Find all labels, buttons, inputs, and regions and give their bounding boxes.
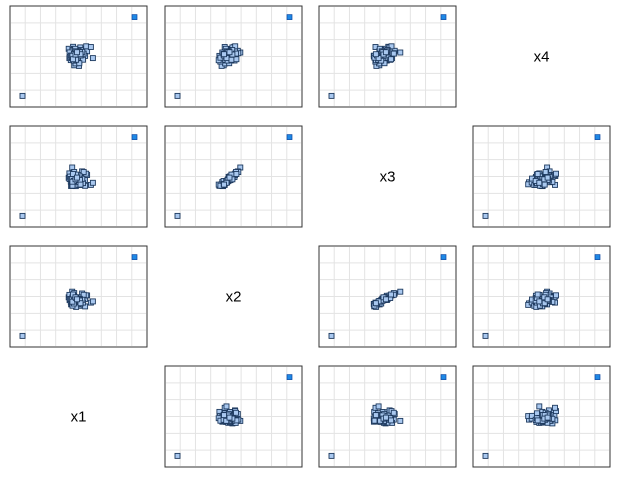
data-point xyxy=(388,291,395,298)
data-point xyxy=(544,296,551,303)
data-point xyxy=(553,170,559,177)
data-point xyxy=(19,92,26,99)
data-point xyxy=(553,292,559,299)
data-point xyxy=(544,414,551,421)
data-point xyxy=(594,374,601,380)
data-point xyxy=(226,414,233,421)
panel-x2-vs-x4 xyxy=(472,245,611,348)
data-point xyxy=(397,417,404,424)
panel-x1-vs-x4 xyxy=(472,365,611,468)
data-point xyxy=(482,212,489,219)
data-point xyxy=(19,212,26,219)
diagonal-label-x2: x2 xyxy=(226,289,242,306)
panel-x4-vs-x2 xyxy=(164,5,303,108)
data-point xyxy=(382,296,389,303)
data-point xyxy=(233,409,239,416)
diagonal-label-x3: x3 xyxy=(380,169,396,186)
data-point xyxy=(233,56,240,63)
data-point xyxy=(233,171,240,177)
panel-x3-vs-x2 xyxy=(164,125,303,228)
panel-x2-vs-x3 xyxy=(318,245,457,348)
data-point xyxy=(174,452,181,459)
data-point xyxy=(286,134,293,140)
data-point xyxy=(74,174,80,181)
data-point xyxy=(397,288,404,295)
data-point xyxy=(286,374,293,380)
data-point xyxy=(594,134,601,140)
data-point xyxy=(74,49,80,56)
data-point xyxy=(221,51,227,58)
data-point xyxy=(286,14,293,20)
data-point xyxy=(131,14,138,20)
data-point xyxy=(536,179,543,186)
data-point xyxy=(372,51,379,58)
data-point xyxy=(594,254,601,260)
data-point xyxy=(534,417,541,424)
panel-x4-vs-x1 xyxy=(9,5,148,108)
data-point xyxy=(19,332,26,339)
data-point xyxy=(534,410,540,417)
data-point xyxy=(89,179,96,186)
data-point xyxy=(221,412,227,419)
data-point xyxy=(382,414,389,421)
data-point xyxy=(221,181,227,188)
data-point xyxy=(89,55,96,62)
panel-x1-vs-x2 xyxy=(164,365,303,468)
data-point xyxy=(534,291,541,298)
data-point xyxy=(397,49,404,56)
data-point xyxy=(328,332,335,339)
data-point xyxy=(70,56,76,63)
data-point xyxy=(372,300,379,307)
data-point xyxy=(328,452,335,459)
data-point xyxy=(232,43,239,50)
panel-x1-vs-x3 xyxy=(318,365,457,468)
data-point xyxy=(482,332,489,339)
data-point xyxy=(87,44,94,50)
data-point xyxy=(388,56,395,63)
data-point xyxy=(174,212,181,219)
data-point xyxy=(388,417,395,424)
data-point xyxy=(77,181,84,188)
panel-x3-vs-x1 xyxy=(9,125,148,228)
data-point xyxy=(328,92,335,99)
data-point xyxy=(390,409,397,416)
panel-x4-vs-x3 xyxy=(318,5,457,108)
diagonal-label-x1: x1 xyxy=(71,409,87,426)
data-point xyxy=(382,49,389,56)
data-point xyxy=(390,50,397,57)
data-point xyxy=(542,169,549,175)
data-point xyxy=(440,254,447,260)
data-point xyxy=(536,403,543,410)
data-point xyxy=(388,43,395,50)
data-point xyxy=(534,171,541,177)
data-point xyxy=(74,296,80,303)
data-point xyxy=(226,174,233,181)
data-point xyxy=(544,174,551,181)
data-point xyxy=(174,92,181,99)
data-point xyxy=(440,374,447,380)
data-point xyxy=(226,49,233,56)
data-point xyxy=(440,14,447,20)
data-point xyxy=(131,134,138,140)
data-point xyxy=(371,417,378,424)
diagonal-label-x4: x4 xyxy=(534,49,550,66)
data-point xyxy=(83,43,90,50)
data-point xyxy=(223,403,230,410)
data-point xyxy=(375,403,382,410)
data-point xyxy=(541,181,548,188)
panel-x2-vs-x1 xyxy=(9,245,148,348)
panel-x3-vs-x4 xyxy=(472,125,611,228)
data-point xyxy=(80,169,87,175)
data-point xyxy=(372,412,379,419)
data-point xyxy=(552,404,558,411)
data-point xyxy=(482,452,489,459)
data-point xyxy=(228,56,235,63)
data-point xyxy=(89,298,96,305)
data-point xyxy=(77,300,84,307)
data-point xyxy=(536,298,543,305)
data-point xyxy=(131,254,138,260)
